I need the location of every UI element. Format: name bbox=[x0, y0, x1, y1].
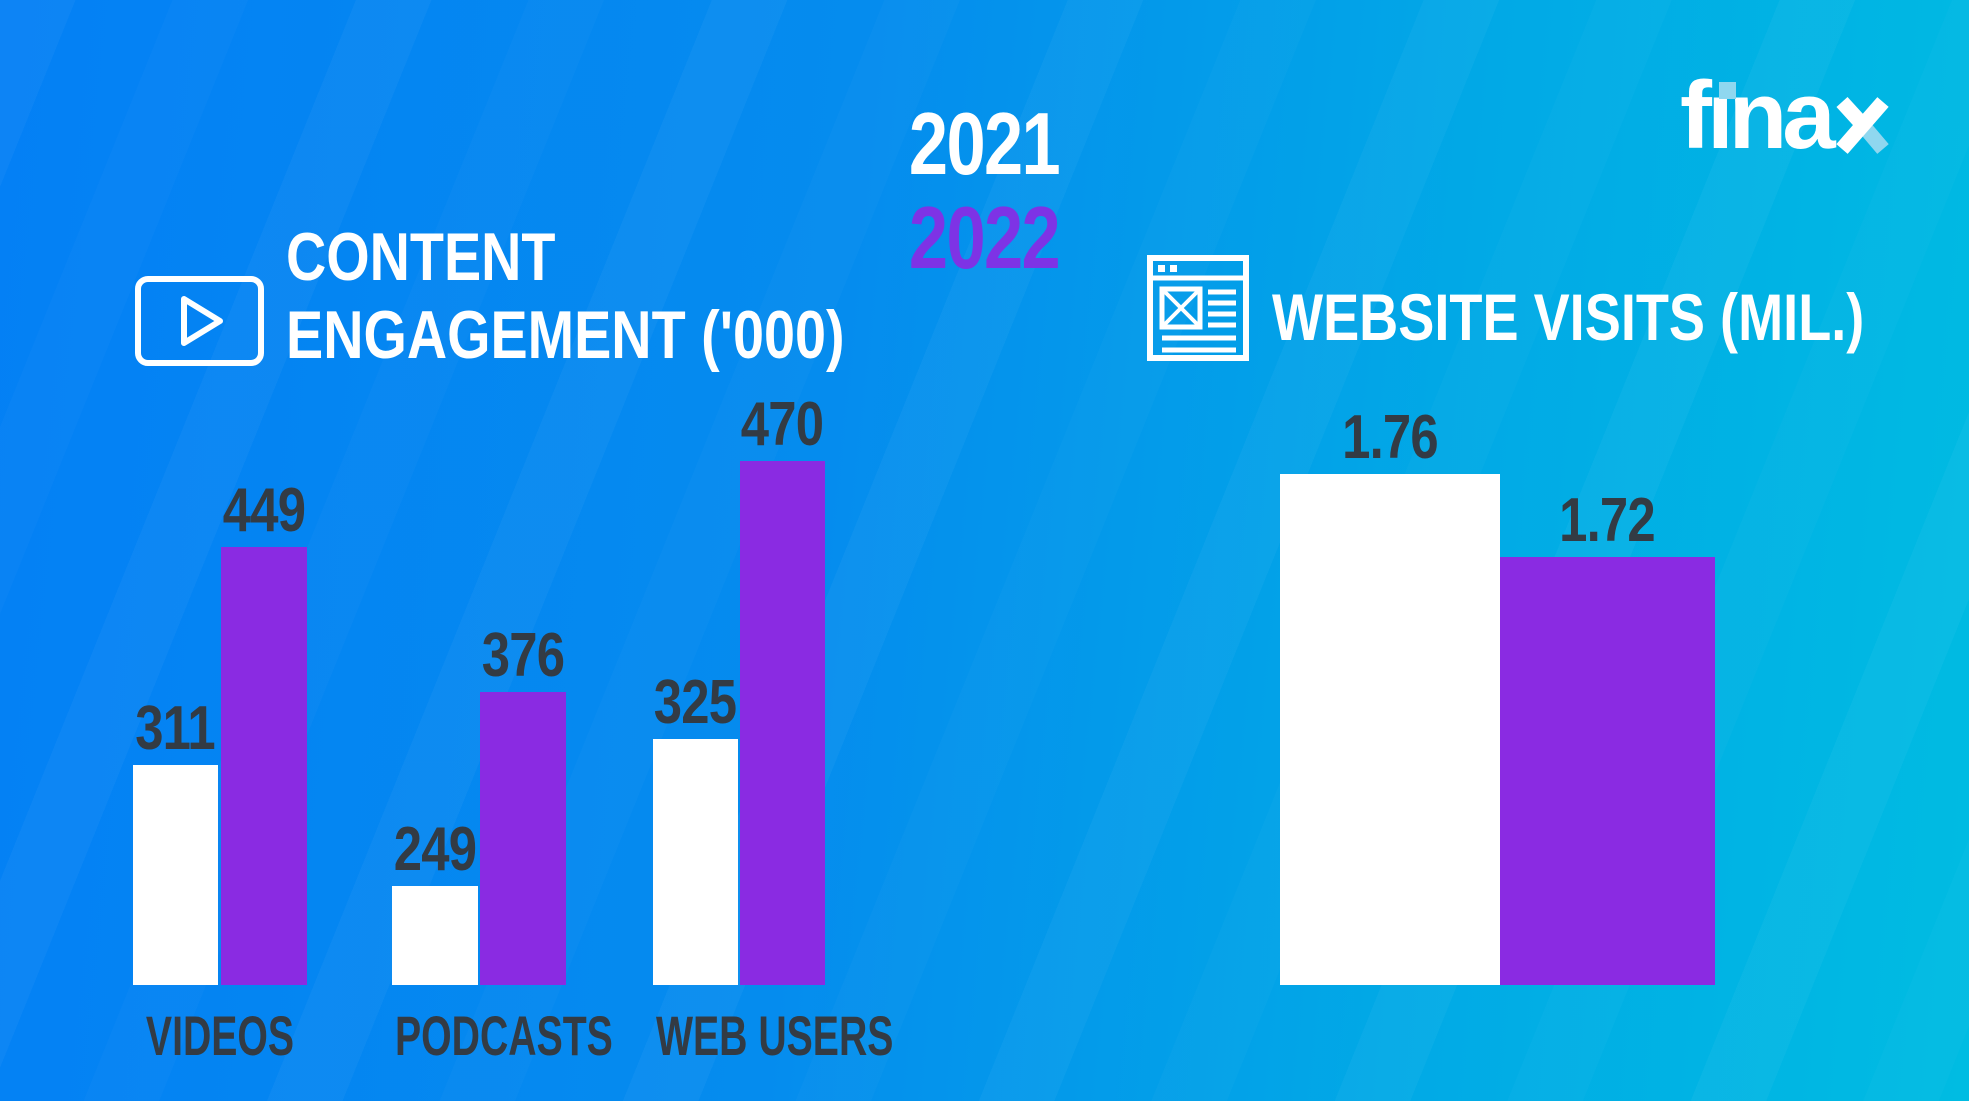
logo-x-glyph bbox=[1836, 96, 1889, 154]
chart-title-website-visits: WEBSITE VISITS (MIL.) bbox=[1272, 280, 1865, 354]
logo-i-dot bbox=[1719, 82, 1736, 99]
bar-podcasts-2021 bbox=[392, 886, 478, 985]
website-icon bbox=[1147, 255, 1249, 361]
logo-letter: f bbox=[1680, 62, 1712, 169]
value-label-podcasts-2022: 376 bbox=[481, 621, 565, 690]
value-label-webusers-2022: 470 bbox=[740, 390, 824, 459]
value-label-videos-2021: 311 bbox=[135, 694, 215, 763]
legend-year-2022: 2022 bbox=[908, 188, 1061, 287]
category-label-videos: VIDEOS bbox=[145, 1004, 295, 1067]
logo-letter: na bbox=[1728, 62, 1836, 169]
bar-visits-2022 bbox=[1500, 557, 1715, 985]
bar-podcasts-2022 bbox=[480, 692, 566, 985]
bar-visits-2021 bbox=[1280, 474, 1500, 985]
bar-webusers-2022 bbox=[740, 461, 825, 985]
chart-title-content-engagement: CONTENT ENGAGEMENT ('000) bbox=[286, 218, 845, 374]
video-play-icon bbox=[135, 276, 264, 366]
value-label-visits-2021: 1.76 bbox=[1342, 403, 1438, 472]
title-line: CONTENT bbox=[286, 219, 556, 295]
value-label-videos-2022: 449 bbox=[222, 476, 306, 545]
legend-year-2021: 2021 bbox=[908, 94, 1061, 193]
category-label-webusers: WEB USERS bbox=[656, 1004, 894, 1067]
value-label-webusers-2021: 325 bbox=[653, 668, 737, 737]
title-line: ENGAGEMENT ('000) bbox=[286, 297, 845, 373]
bar-webusers-2021 bbox=[653, 739, 738, 985]
finax-logo: f ı na bbox=[1680, 62, 1890, 169]
bar-videos-2021 bbox=[133, 765, 218, 985]
value-label-visits-2022: 1.72 bbox=[1559, 486, 1655, 555]
bar-videos-2022 bbox=[221, 547, 307, 985]
value-label-podcasts-2021: 249 bbox=[393, 815, 477, 884]
bottom-white-strip bbox=[0, 1101, 1969, 1109]
category-label-podcasts: PODCASTS bbox=[395, 1004, 613, 1067]
